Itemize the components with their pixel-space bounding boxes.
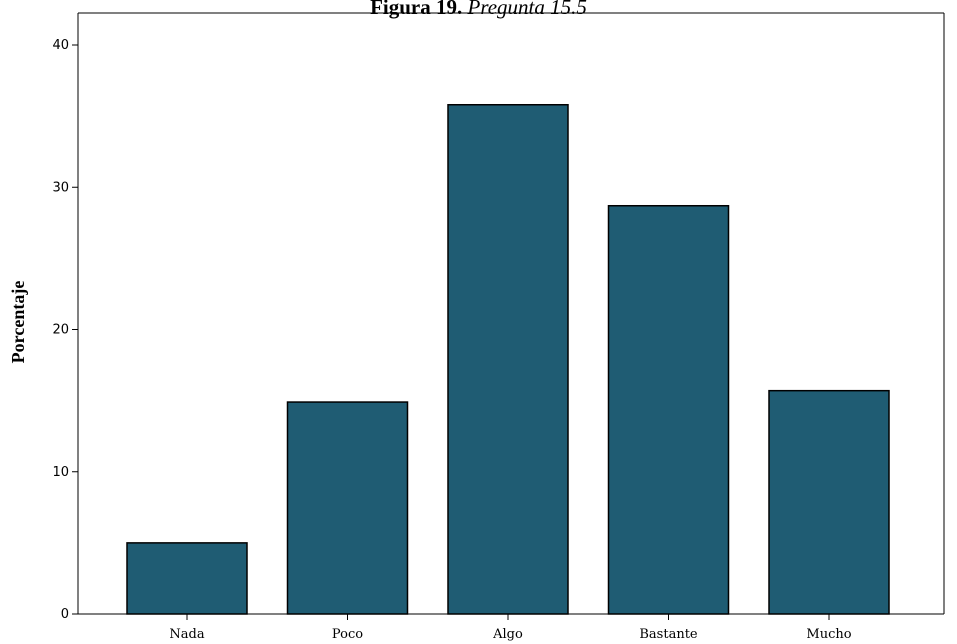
- y-tick-label: 0: [61, 607, 69, 622]
- figure-caption: Figura 19. Pregunta 15.5: [0, 0, 957, 20]
- bar-bastante: [607, 204, 730, 615]
- x-tick-label-mucho: Mucho: [806, 627, 851, 642]
- y-tick-label: 40: [52, 38, 69, 53]
- figure-caption-text: Pregunta 15.5: [467, 0, 587, 19]
- figure-label: Figura 19.: [370, 0, 463, 19]
- x-tick-label-nada: Nada: [169, 627, 204, 642]
- axes-group: [77, 12, 945, 615]
- y-tick-label: 10: [52, 465, 69, 480]
- y-tick-label: 20: [52, 323, 69, 338]
- bar-nada: [126, 542, 248, 615]
- x-ticks-group: Nada Poco Algo Bastante Mucho: [169, 614, 852, 642]
- x-tick-label-bastante: Bastante: [639, 627, 698, 642]
- y-axis-title: Porcentaje: [8, 281, 28, 364]
- bars-group: [126, 103, 890, 615]
- x-tick-label-poco: Poco: [332, 627, 363, 642]
- bar-mucho: [768, 389, 890, 615]
- x-tick-label-algo: Algo: [492, 627, 523, 642]
- y-tick-label: 30: [52, 180, 69, 195]
- bar-poco: [286, 401, 409, 615]
- bar-algo: [447, 103, 569, 615]
- y-ticks-group: 0 10 20 30 40: [52, 38, 78, 622]
